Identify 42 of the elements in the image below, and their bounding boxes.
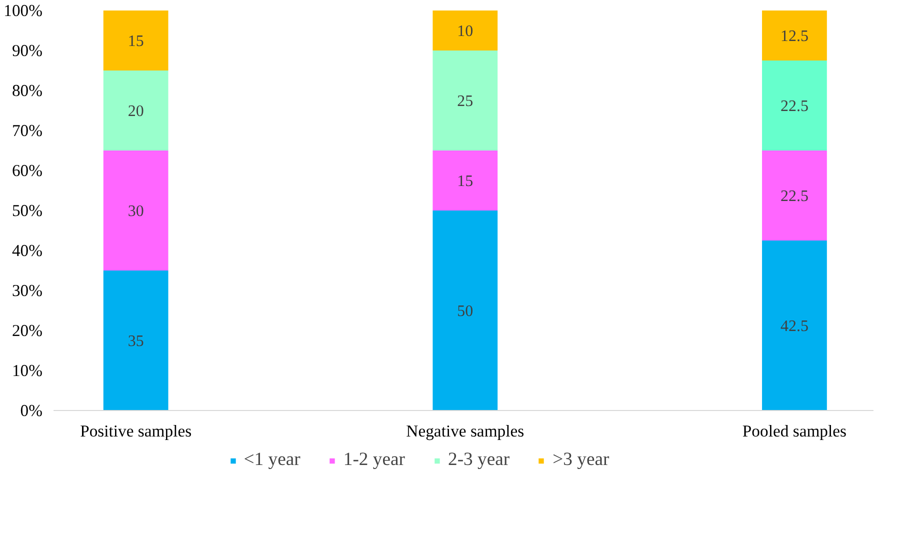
bar [432,50,498,150]
bar [432,210,498,410]
y-tick-label: 10% [12,361,43,380]
data-label: 15 [128,33,144,50]
data-label: 10 [457,23,474,40]
bar [103,70,168,150]
y-tick-label: 70% [12,121,43,140]
y-tick-label: 60% [12,161,43,180]
y-tick-label: 0% [20,401,43,420]
data-label: 20 [128,103,144,120]
data-label: 25 [457,93,474,110]
bar [762,10,827,60]
bar [762,240,827,410]
legend-label: >3 year [552,449,610,471]
y-tick-label: 100% [4,1,43,20]
data-label: 30 [128,203,144,220]
y-tick-label: 40% [12,241,43,260]
x-tick-label: Positive samples [80,422,192,440]
y-tick-label: 90% [12,41,43,60]
legend-label: <1 year [244,449,300,471]
bar [103,150,168,270]
bar [103,10,168,70]
bar [103,270,168,410]
data-label: 22.5 [780,98,808,115]
data-label: 15 [457,173,474,190]
bar [432,10,498,50]
y-tick-label: 30% [12,281,43,300]
x-tick-label: Pooled samples [742,422,847,440]
legend-label: 2-3 year [448,449,510,471]
data-label: 42.5 [780,318,808,335]
data-label: 35 [128,333,144,350]
data-label: 12.5 [780,28,808,45]
bar [762,150,827,240]
data-label: 50 [457,303,474,320]
legend-label: 1-2 year [343,449,405,471]
bar [432,150,498,210]
y-tick-label: 50% [12,201,43,220]
x-tick-label: Negative samples [406,422,524,440]
bar [762,60,827,150]
y-tick-label: 20% [12,321,43,340]
data-label: 22.5 [780,188,808,205]
y-tick-label: 80% [12,81,43,100]
